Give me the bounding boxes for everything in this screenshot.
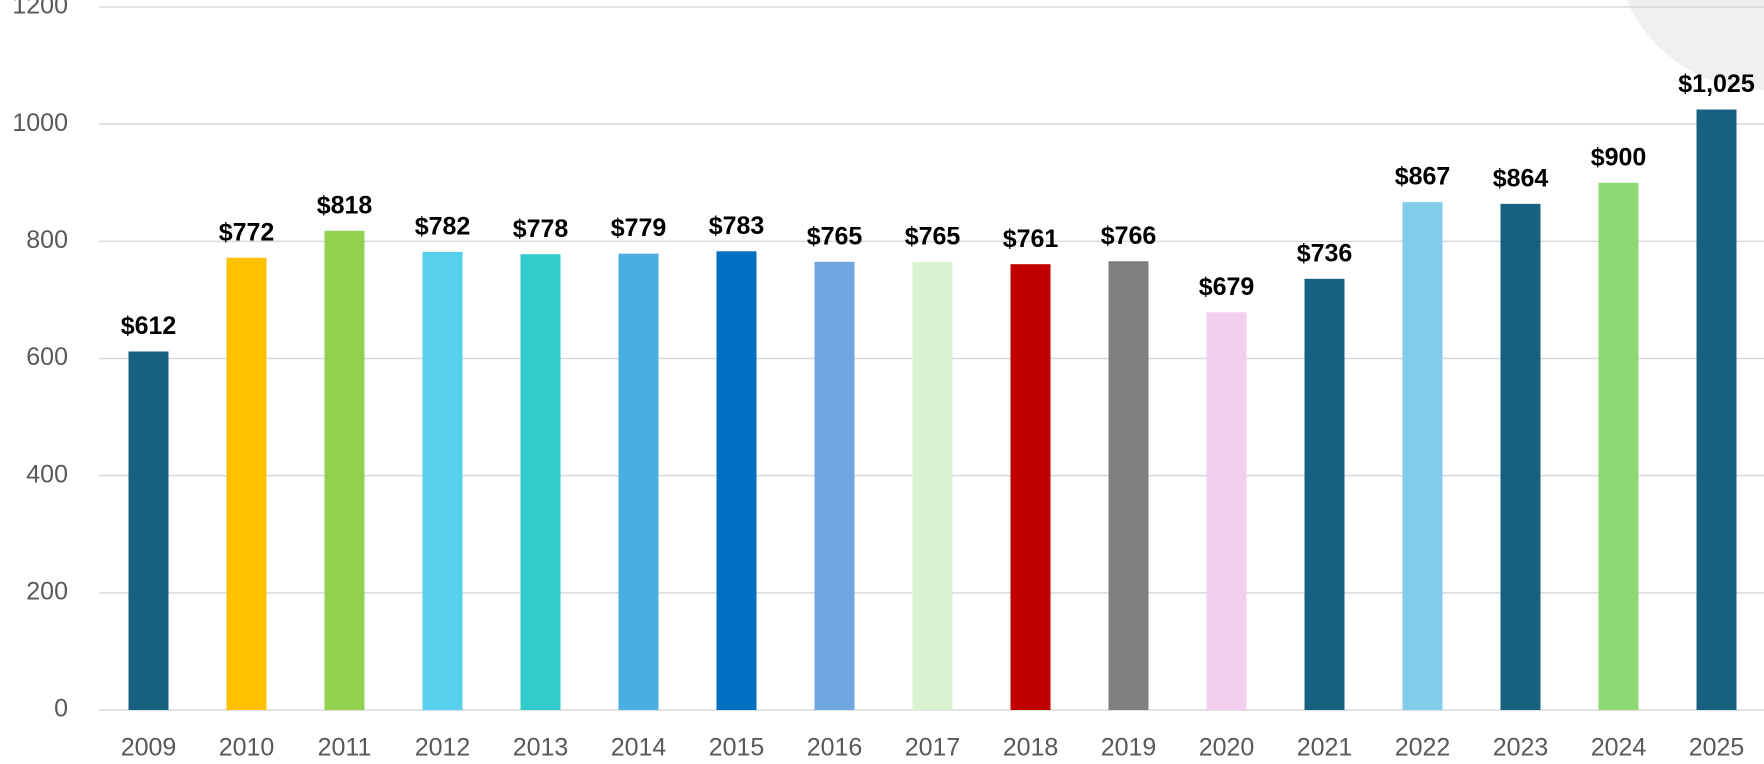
y-tick-label: 800 <box>26 226 68 254</box>
y-tick-label: 600 <box>26 343 68 371</box>
y-tick-label: 400 <box>26 460 68 488</box>
bar <box>618 253 659 710</box>
data-label: $783 <box>709 212 765 240</box>
x-tick-label: 2024 <box>1591 734 1647 762</box>
x-tick-label: 2010 <box>219 734 275 762</box>
bar <box>1304 278 1345 710</box>
y-tick-label: 1000 <box>12 109 68 137</box>
bar <box>814 261 855 710</box>
data-label: $900 <box>1591 143 1647 171</box>
bar <box>128 351 169 710</box>
data-label: $612 <box>121 312 177 340</box>
bar <box>1206 312 1247 710</box>
x-tick-label: 2017 <box>905 734 961 762</box>
x-tick-label: 2014 <box>611 734 667 762</box>
bar <box>520 254 561 710</box>
bar <box>422 251 463 710</box>
data-label: $765 <box>807 222 863 250</box>
x-tick-label: 2020 <box>1199 734 1255 762</box>
bar <box>226 257 267 710</box>
x-tick-label: 2022 <box>1395 734 1451 762</box>
data-label: $761 <box>1003 225 1059 253</box>
x-tick-label: 2018 <box>1003 734 1059 762</box>
bar <box>1696 109 1737 711</box>
data-label: $772 <box>219 218 275 246</box>
data-label: $779 <box>611 214 667 242</box>
bar <box>716 251 757 711</box>
data-label: $679 <box>1199 273 1255 301</box>
x-tick-label: 2021 <box>1297 734 1353 762</box>
bar <box>1500 203 1541 710</box>
decoration <box>1626 0 1764 90</box>
data-label: $867 <box>1395 163 1451 191</box>
x-tick-label: 2013 <box>513 734 569 762</box>
x-tick-label: 2023 <box>1493 734 1549 762</box>
x-tick-label: 2011 <box>318 734 372 762</box>
data-label: $766 <box>1101 222 1157 250</box>
x-tick-label: 2019 <box>1101 734 1157 762</box>
data-label: $1,025 <box>1678 70 1755 98</box>
bar <box>1402 202 1443 710</box>
x-tick-label: 2025 <box>1689 734 1745 762</box>
bar <box>1010 264 1051 710</box>
data-label: $864 <box>1493 164 1549 192</box>
y-tick-label: 1200 <box>12 0 68 20</box>
y-tick-label: 0 <box>54 695 68 723</box>
x-tick-label: 2016 <box>807 734 863 762</box>
data-label: $818 <box>317 191 373 219</box>
x-tick-label: 2015 <box>709 734 765 762</box>
data-label: $782 <box>415 212 471 240</box>
data-label: $736 <box>1297 239 1353 267</box>
bar <box>324 230 365 710</box>
x-tick-label: 2009 <box>121 734 177 762</box>
bar <box>1108 261 1149 710</box>
data-label: $778 <box>513 215 569 243</box>
y-tick-label: 200 <box>26 577 68 605</box>
bar <box>1598 182 1639 710</box>
x-tick-label: 2012 <box>415 734 471 762</box>
bar <box>912 261 953 710</box>
data-label: $765 <box>905 222 961 250</box>
